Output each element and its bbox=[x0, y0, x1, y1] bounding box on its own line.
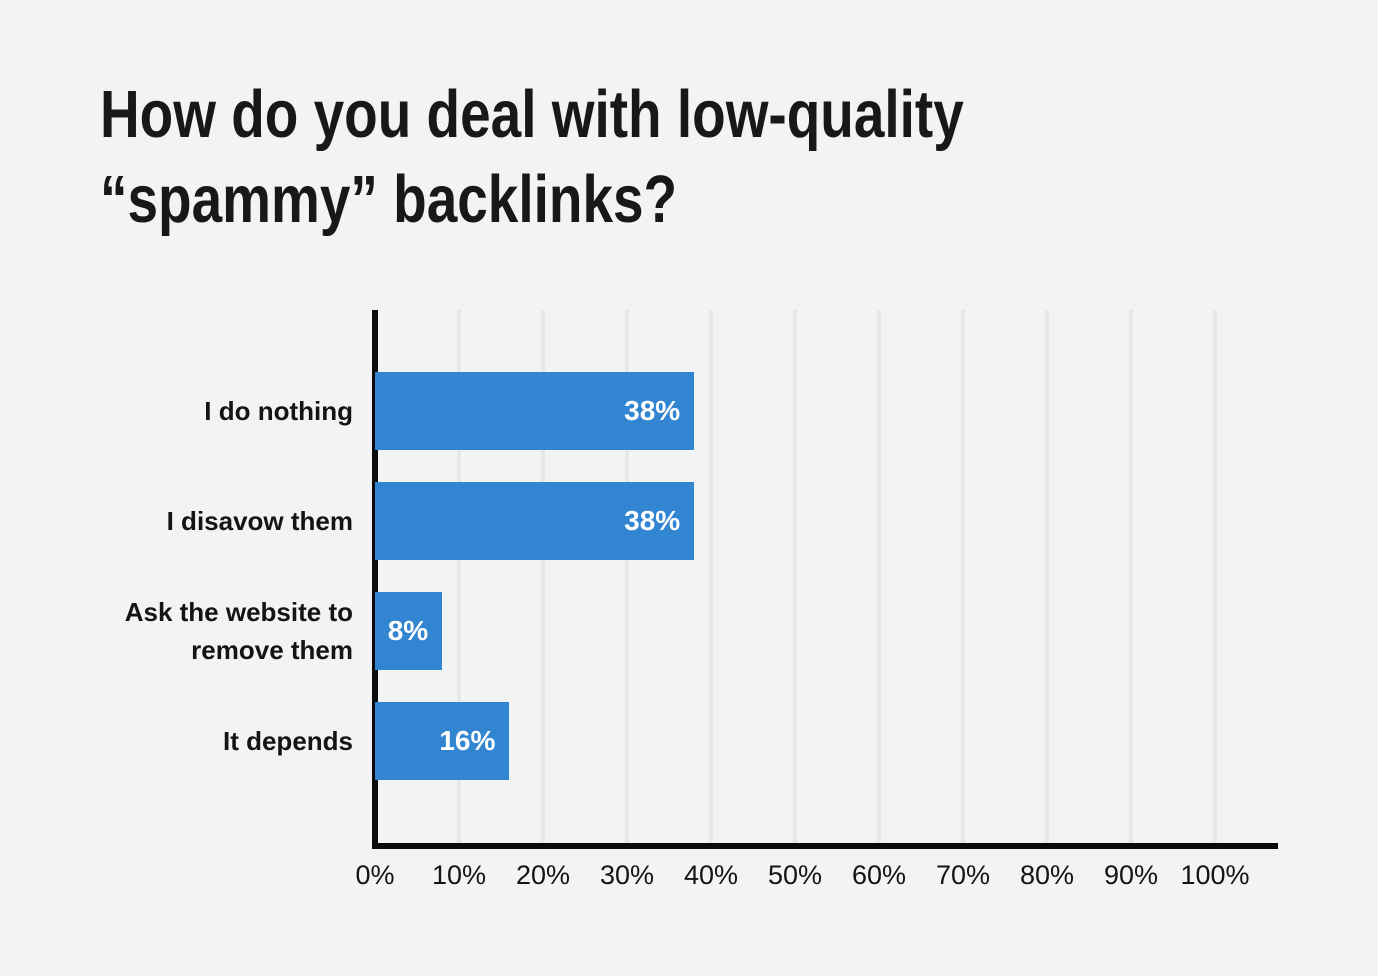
plot-area: I do nothing 38% I disavow them 38% Ask the … bbox=[125, 310, 1278, 890]
gridline bbox=[541, 310, 545, 843]
bar: 38% bbox=[375, 372, 695, 450]
x-tick-label: 50% bbox=[767, 860, 823, 890]
x-tick-label: 10% bbox=[431, 860, 487, 890]
y-axis-line bbox=[372, 310, 378, 849]
gridline bbox=[1045, 310, 1049, 843]
gridline bbox=[793, 310, 797, 843]
x-tick-label: 80% bbox=[1019, 860, 1075, 890]
x-tick-label: 0% bbox=[355, 860, 395, 890]
x-tick-label: 20% bbox=[515, 860, 571, 890]
value-label: 16% bbox=[439, 725, 496, 756]
chart-title-line-2: “spammy” backlinks? bbox=[100, 162, 678, 237]
gridline bbox=[625, 310, 629, 843]
category-label: It depends bbox=[222, 726, 353, 756]
bar: 16% bbox=[375, 702, 510, 780]
x-tick-label: 100% bbox=[1180, 860, 1250, 890]
bar: 38% bbox=[375, 482, 695, 560]
gridline bbox=[709, 310, 713, 843]
category-label: I disavow them bbox=[166, 506, 353, 536]
x-tick-label: 70% bbox=[935, 860, 991, 890]
category-label: Ask the website to remove them bbox=[124, 597, 353, 665]
chart-title: How do you deal with low-quality “spammy… bbox=[100, 72, 964, 242]
x-tick-label: 30% bbox=[599, 860, 655, 890]
chart-title-line-1: How do you deal with low-quality bbox=[100, 77, 964, 152]
x-tick-label: 60% bbox=[851, 860, 907, 890]
gridline bbox=[1129, 310, 1133, 843]
value-label: 38% bbox=[624, 505, 681, 536]
x-axis-line bbox=[372, 843, 1278, 849]
gridline bbox=[457, 310, 461, 843]
gridline bbox=[877, 310, 881, 843]
x-tick-label: 90% bbox=[1103, 860, 1159, 890]
bar: 8% bbox=[375, 592, 443, 670]
gridline bbox=[1213, 310, 1217, 843]
x-tick-label: 40% bbox=[683, 860, 739, 890]
category-label: I do nothing bbox=[204, 396, 353, 426]
value-label: 8% bbox=[387, 615, 429, 646]
value-label: 38% bbox=[624, 395, 681, 426]
gridline bbox=[961, 310, 965, 843]
